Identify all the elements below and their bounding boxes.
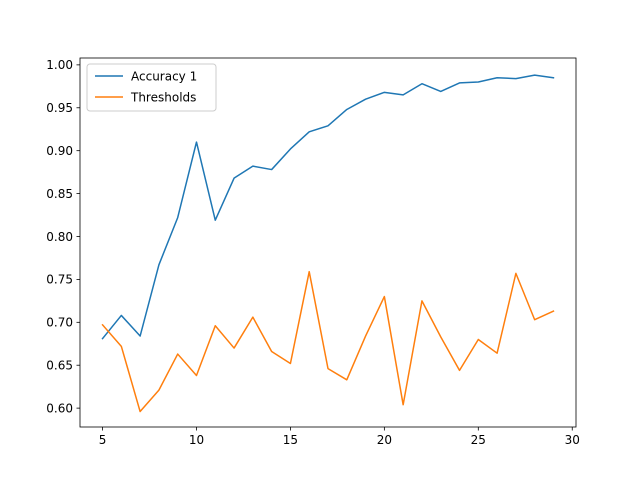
series-layer	[101, 74, 555, 413]
series-line-accuracy-1	[101, 74, 555, 340]
x-tick-label: 5	[99, 433, 107, 447]
legend-label-thresholds: Thresholds	[130, 90, 196, 104]
x-tick-label: 20	[377, 433, 392, 447]
y-tick-label: 1.00	[46, 58, 73, 72]
x-tick-label: 15	[283, 433, 298, 447]
x-tick-label: 10	[189, 433, 204, 447]
legend-label-accuracy-1: Accuracy 1	[131, 69, 197, 83]
y-tick-label: 0.80	[46, 230, 73, 244]
y-tick-label: 0.75	[46, 273, 73, 287]
x-tick-label: 30	[565, 433, 580, 447]
y-tick-label: 0.60	[46, 401, 73, 415]
legend: Accuracy 1 Thresholds	[86, 63, 217, 112]
axes-frame	[79, 57, 577, 428]
y-tick-label: 0.85	[46, 187, 73, 201]
x-tick-label: 25	[471, 433, 486, 447]
y-tick-label: 0.70	[46, 316, 73, 330]
x-axis: 5 10 15 20 25 30	[99, 427, 580, 447]
plot-area	[79, 57, 577, 428]
series-line-thresholds	[101, 270, 555, 413]
y-tick-label: 0.65	[46, 359, 73, 373]
y-tick-label: 0.90	[46, 144, 73, 158]
y-tick-label: 0.95	[46, 101, 73, 115]
y-axis: 0.60 0.65 0.70 0.75 0.80 0.85 0.90 0.95 1.00	[46, 58, 80, 415]
